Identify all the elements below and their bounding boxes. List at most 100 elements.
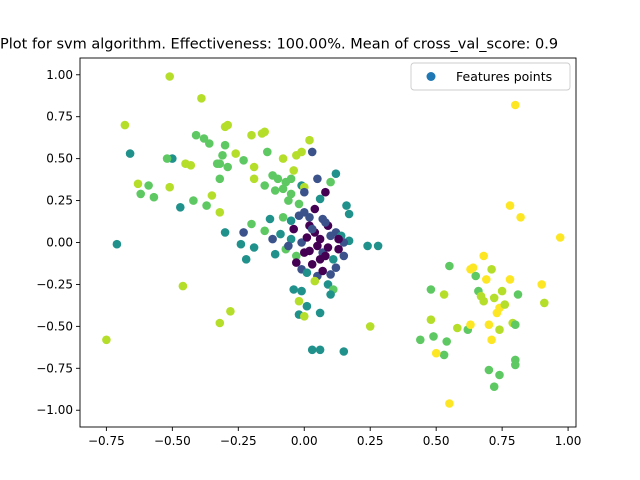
data-point — [331, 263, 341, 273]
data-point — [212, 159, 222, 168]
data-point — [176, 203, 185, 212]
data-point — [484, 365, 494, 375]
data-point — [439, 290, 449, 299]
data-point — [300, 248, 309, 257]
data-point — [247, 219, 256, 229]
y-axis: −1.00 −0.75 −0.50 −0.25 0.00 0.25 0.50 0.75 1.00 — [36, 68, 80, 417]
data-point — [231, 149, 240, 158]
data-point — [513, 290, 523, 299]
data-point — [318, 266, 328, 276]
x-tick-label: −0.75 — [88, 434, 125, 448]
data-point — [289, 224, 299, 234]
data-point — [249, 162, 259, 172]
data-point — [321, 251, 330, 261]
data-point — [189, 196, 198, 205]
data-point — [181, 159, 190, 168]
y-tick-label: 0.25 — [46, 194, 73, 208]
data-point — [315, 234, 325, 244]
data-point — [273, 174, 283, 184]
data-point — [263, 147, 272, 157]
data-point — [215, 318, 225, 328]
data-point — [220, 122, 230, 132]
data-point — [487, 265, 496, 274]
legend-label: Features points — [456, 69, 552, 84]
data-point — [268, 234, 277, 244]
data-point — [373, 241, 383, 251]
data-point — [297, 147, 306, 157]
data-point — [482, 275, 491, 284]
data-point — [239, 156, 248, 165]
data-point — [487, 335, 496, 345]
data-point — [307, 345, 317, 355]
data-point — [339, 347, 349, 356]
x-tick-label: 0.75 — [489, 434, 516, 448]
data-point — [305, 213, 314, 222]
data-point — [149, 192, 159, 202]
data-point — [471, 271, 481, 281]
data-point — [120, 120, 130, 130]
data-point — [323, 280, 333, 289]
data-point — [297, 286, 306, 296]
data-point — [479, 251, 489, 261]
data-point — [292, 258, 301, 267]
y-tick-label: −0.50 — [36, 319, 73, 333]
data-point — [307, 260, 317, 269]
data-point — [205, 139, 214, 148]
data-point — [315, 345, 325, 355]
data-point — [445, 261, 454, 271]
data-point — [102, 335, 111, 345]
data-point — [300, 312, 309, 321]
x-tick-label: 0.25 — [357, 434, 384, 448]
y-tick-label: −0.25 — [36, 277, 73, 291]
data-point — [249, 174, 259, 184]
data-point — [292, 251, 301, 261]
data-point — [497, 286, 507, 296]
data-point — [300, 187, 309, 197]
data-point — [313, 174, 322, 184]
points-layer — [102, 72, 565, 408]
data-point — [540, 298, 549, 308]
data-point — [286, 189, 296, 199]
data-point — [218, 151, 227, 160]
data-point — [453, 323, 462, 333]
data-point — [236, 239, 246, 249]
legend-box — [410, 62, 571, 91]
data-point — [342, 201, 351, 210]
data-point — [339, 251, 349, 261]
data-point — [302, 301, 312, 311]
data-point — [241, 254, 251, 264]
data-point — [326, 231, 335, 241]
data-point — [247, 130, 256, 140]
data-point — [284, 241, 293, 251]
data-point — [468, 263, 478, 273]
data-point — [315, 194, 325, 204]
data-point — [226, 307, 235, 316]
data-point — [223, 162, 232, 172]
data-point — [286, 216, 296, 225]
data-point — [439, 350, 449, 360]
data-point — [321, 218, 330, 227]
data-point — [215, 208, 225, 217]
data-point — [489, 293, 499, 303]
data-point — [191, 130, 201, 140]
chart-title: Plot for svm algorithm. Effectiveness: 1… — [0, 37, 558, 53]
data-point — [511, 320, 520, 330]
x-axis: −0.75 −0.50 −0.25 0.00 0.25 0.50 0.75 1.00 — [88, 427, 581, 448]
data-point — [112, 239, 122, 249]
data-point — [294, 296, 304, 306]
data-point — [136, 189, 145, 199]
data-point — [307, 224, 317, 234]
data-point — [270, 249, 280, 259]
data-point — [331, 169, 341, 178]
data-point — [305, 135, 314, 145]
x-tick-label: 0.00 — [291, 434, 318, 448]
x-tick-label: −0.25 — [220, 434, 257, 448]
x-tick-label: −0.50 — [154, 434, 191, 448]
data-point — [289, 166, 299, 175]
data-point — [321, 187, 330, 197]
data-point — [495, 370, 504, 380]
x-tick-label: 0.50 — [423, 434, 450, 448]
legend-marker — [426, 72, 436, 81]
data-point — [365, 322, 375, 331]
